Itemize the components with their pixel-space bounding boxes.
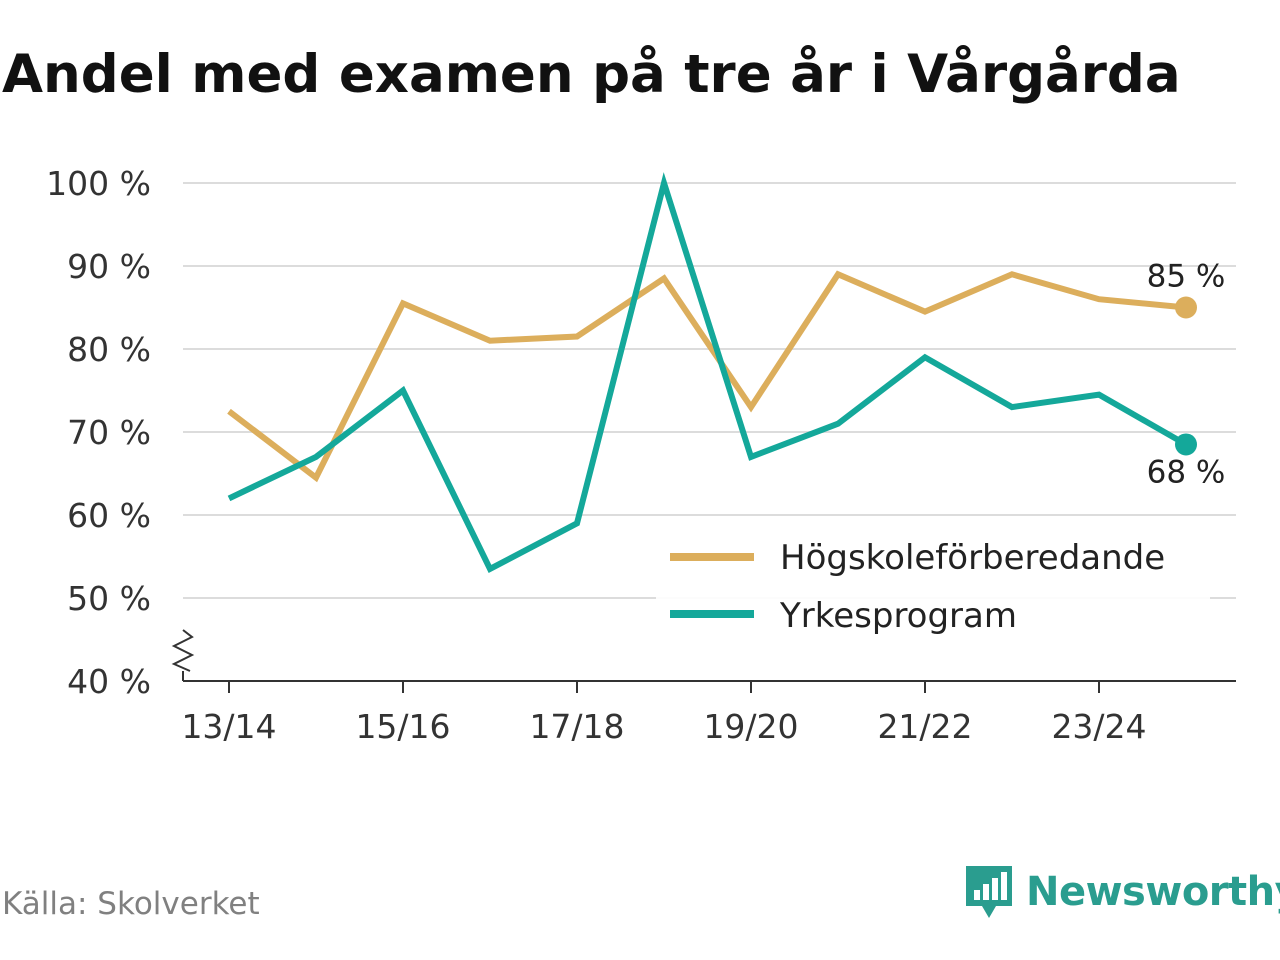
legend-label-hogskoleforberedande: Högskoleförberedande [780,538,1165,578]
end-label-hogskoleforberedande: 85 % [1147,259,1226,295]
y-tick-label: 90 % [67,247,151,286]
series-line-hogskoleforberedande [227,270,1187,483]
y-axis-ticks: 40 % 50 % 60 % 70 % 80 % 90 % 100 % [46,164,151,701]
newsworthy-logo-icon [966,866,1012,918]
x-tick-label: 17/18 [529,707,624,746]
chart-title: Andel med examen på tre år i Vårgårda [2,44,1181,105]
x-tick-label: 23/24 [1051,707,1146,746]
end-point-hogskoleforberedande [1175,296,1197,319]
end-point-yrkesprogram [1175,433,1197,456]
source-note: Källa: Skolverket [2,886,260,922]
series-line-yrkesprogram [227,172,1188,574]
y-tick-label: 70 % [67,413,151,452]
brand-logo: Newsworthy [962,862,1280,922]
end-label-yrkesprogram: 68 % [1147,454,1226,490]
x-axis-ticks: 13/14 15/16 17/18 19/20 21/22 23/24 [181,681,1147,746]
legend-label-yrkesprogram: Yrkesprogram [779,596,1017,636]
x-tick-label: 19/20 [703,707,798,746]
x-tick-label: 15/16 [355,707,450,746]
brand-name: Newsworthy [1026,869,1280,915]
y-tick-label: 80 % [67,330,151,369]
y-axis-break-icon [171,629,195,672]
y-tick-label: 50 % [67,579,151,618]
series: 85 % 68 % [227,172,1226,574]
y-tick-label: 60 % [67,496,151,535]
x-axis [171,629,1236,682]
x-tick-label: 13/14 [181,707,276,746]
legend-background [656,534,1210,642]
x-tick-label: 21/22 [877,707,972,746]
legend: Högskoleförberedande Yrkesprogram [656,534,1210,642]
y-tick-label: 40 % [67,662,151,701]
line-chart: 40 % 50 % 60 % 70 % 80 % 90 % 100 % 13/14 15/16… [46,164,1236,746]
y-tick-label: 100 % [46,164,151,203]
